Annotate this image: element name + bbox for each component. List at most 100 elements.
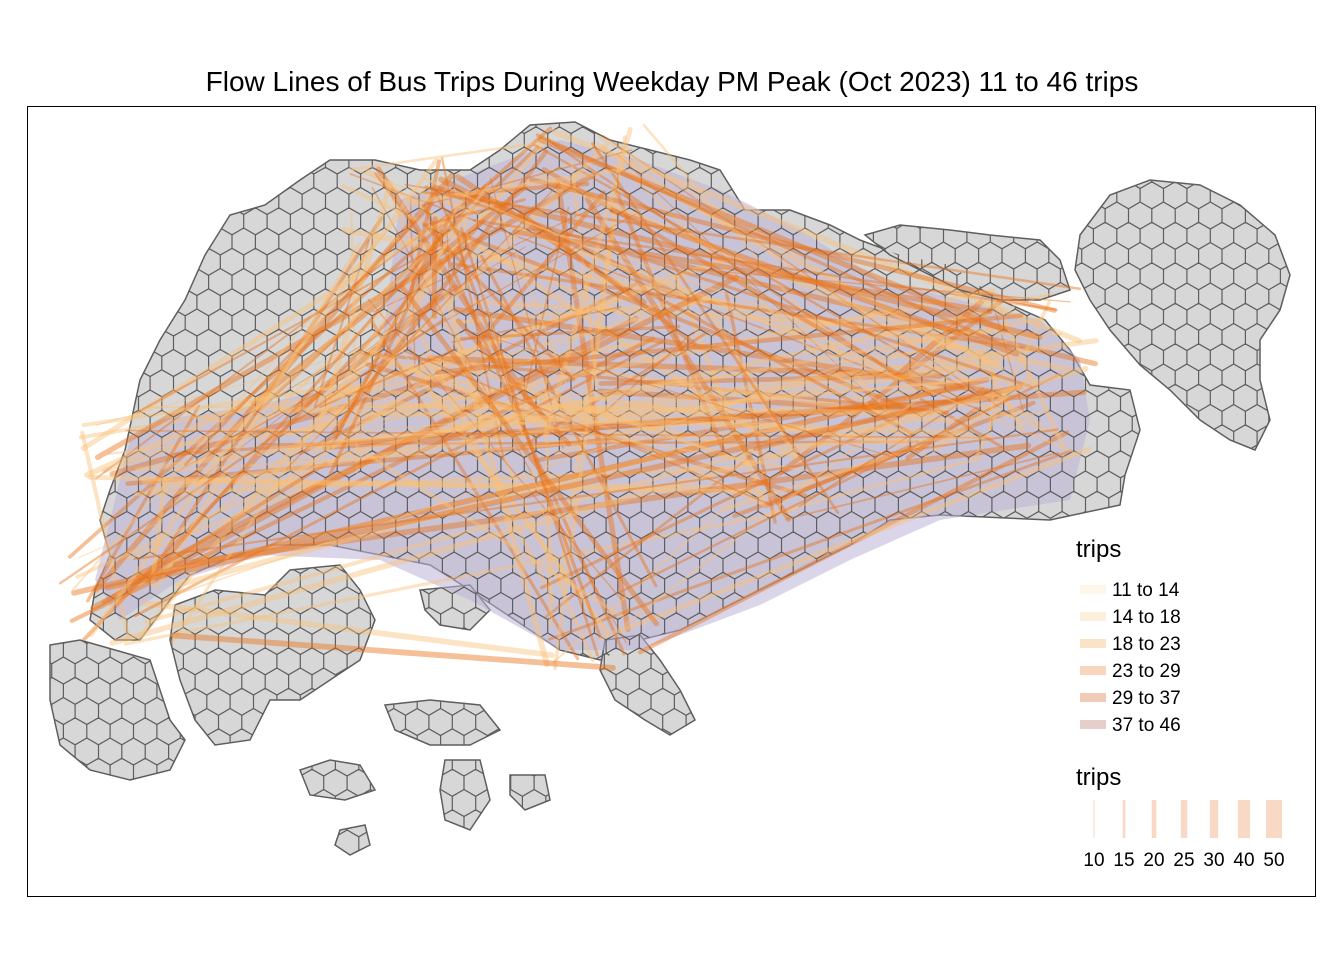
flow-line	[170, 190, 470, 644]
map-title: Flow Lines of Bus Trips During Weekday P…	[205, 66, 1139, 97]
flow-line	[87, 474, 765, 495]
flow-line	[132, 388, 946, 580]
legend-width-bar	[1237, 800, 1251, 838]
flow-line	[164, 292, 1052, 600]
flow-line	[554, 178, 631, 632]
flow-line	[798, 387, 985, 508]
flow-line	[101, 461, 328, 605]
flow-line	[114, 393, 361, 597]
flow-line	[359, 351, 950, 414]
flow-line	[891, 299, 984, 382]
flow-line	[604, 332, 694, 413]
flow-line	[423, 191, 1081, 291]
flow-line	[273, 406, 974, 437]
flow-line	[596, 142, 1043, 427]
flow-line	[919, 397, 1003, 449]
flow-line	[250, 184, 529, 406]
legend-width-label: 25	[1173, 850, 1194, 871]
flow-line	[374, 172, 422, 238]
flow-line	[89, 157, 439, 638]
flow-line	[624, 343, 989, 626]
flow-line	[260, 440, 920, 446]
legend-width-bar	[1180, 800, 1188, 838]
flow-line	[724, 290, 777, 524]
flow-line	[446, 229, 451, 298]
legend-color-label: 37 to 46	[1112, 715, 1181, 736]
legend-width-label: 50	[1263, 850, 1284, 871]
flow-line	[543, 126, 633, 438]
flow-line	[431, 366, 524, 432]
flow-line	[451, 306, 622, 344]
flow-line	[537, 136, 1008, 333]
flow-line	[136, 238, 451, 414]
flow-line	[513, 378, 750, 466]
flow-line	[598, 135, 1017, 390]
flow-line	[77, 295, 678, 559]
flow-line	[598, 373, 909, 386]
flow-line	[367, 298, 624, 602]
flow-line	[404, 183, 475, 197]
flow-line	[638, 430, 1070, 655]
flow-line	[408, 159, 442, 298]
flow-line	[293, 284, 458, 415]
legend-color-swatch	[1080, 612, 1106, 621]
flow-line	[979, 353, 1024, 431]
flow-line	[412, 167, 625, 205]
flow-line	[184, 202, 435, 466]
flow-line	[634, 178, 909, 445]
flow-line	[598, 446, 1092, 641]
land-outline-island1	[169, 564, 376, 746]
flow-line	[459, 325, 681, 341]
flow-line	[480, 181, 590, 194]
flow-line	[149, 216, 384, 576]
flow-line	[195, 206, 478, 465]
legend-color-label: 29 to 37	[1112, 688, 1181, 709]
flow-line	[322, 389, 1087, 451]
flow-line	[517, 210, 698, 347]
flow-line	[328, 212, 453, 476]
flow-line	[141, 600, 555, 658]
flow-line	[274, 270, 623, 476]
land-outline-island7	[334, 824, 371, 856]
flow-line	[348, 167, 982, 398]
flow-line	[596, 388, 935, 416]
flow-line	[341, 227, 1072, 372]
legend-width-bar	[1209, 800, 1219, 838]
flow-line	[84, 390, 274, 478]
legend-color-label: 14 to 18	[1112, 607, 1181, 628]
flow-line	[680, 267, 1071, 303]
flow-line	[541, 174, 1001, 368]
flow-line	[608, 207, 1020, 357]
flow-line	[313, 239, 370, 409]
flow-line	[570, 162, 599, 389]
flow-line	[294, 293, 1056, 386]
flow-line	[472, 219, 1058, 312]
flow-line	[427, 355, 943, 379]
flow-line	[453, 183, 574, 624]
flow-line	[784, 435, 993, 448]
flow-line	[458, 338, 505, 431]
flow-line	[489, 177, 564, 449]
legend-color-swatch	[1080, 693, 1106, 702]
legend-color: trips 11 to 14 14 to 18 18 to 23 23 to 29 29…	[1076, 536, 1181, 736]
flow-line	[370, 320, 580, 661]
flow-line	[476, 190, 607, 346]
flow-line	[241, 310, 384, 441]
flow-line	[612, 163, 1005, 372]
flow-line	[455, 318, 572, 447]
flow-line	[532, 142, 966, 389]
flow-line	[424, 185, 1033, 389]
legend-color-label: 18 to 23	[1112, 634, 1181, 655]
flow-line	[70, 177, 435, 593]
flow-line	[298, 282, 638, 456]
flow-line	[451, 262, 1039, 352]
legend-width-label: 40	[1233, 850, 1254, 871]
flow-line	[95, 262, 675, 426]
flow-line	[642, 123, 929, 460]
flow-line	[522, 206, 570, 402]
flow-line	[135, 274, 740, 579]
flow-line	[141, 477, 754, 492]
flow-line	[330, 149, 549, 436]
flow-line	[543, 381, 553, 628]
